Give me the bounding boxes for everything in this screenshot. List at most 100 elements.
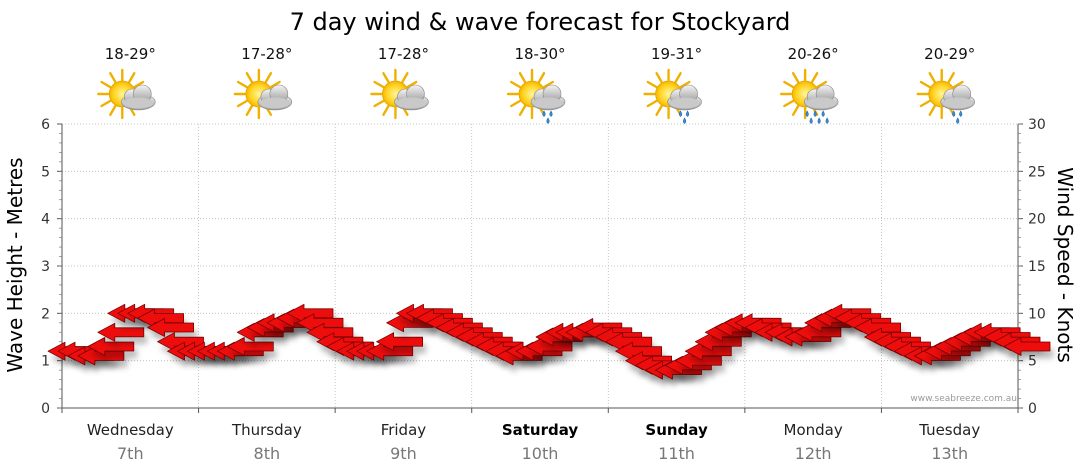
rain-drop: [813, 110, 817, 117]
chart-title: 7 day wind & wave forecast for Stockyard: [290, 8, 791, 36]
rain-icon: [779, 68, 839, 124]
cloud-fill: [942, 97, 973, 109]
sun-ray: [373, 80, 385, 89]
partly-cloudy-icon: [370, 68, 429, 120]
day-name: Thursday: [231, 421, 302, 439]
sun-ray: [783, 99, 795, 108]
left-tick-label: 5: [41, 164, 50, 180]
sun-ray: [655, 104, 663, 116]
sun-ray: [236, 99, 248, 108]
rain-drop: [542, 110, 546, 117]
cloud-shape: [667, 84, 702, 111]
sun-ray: [791, 72, 800, 84]
sun-ray: [952, 80, 964, 89]
sun-ray: [406, 80, 418, 89]
day-date: 11th: [658, 444, 695, 463]
rain-drop: [821, 110, 825, 117]
cloud-fill: [533, 97, 563, 109]
showers-icon: [506, 68, 566, 124]
cloud-fill: [806, 97, 837, 109]
left-axis: 0 1 2 3 4 5 6: [41, 117, 63, 417]
left-tick-label: 2: [41, 306, 50, 322]
day-name: Sunday: [645, 421, 708, 439]
sun-ray: [109, 72, 117, 84]
rain-drop: [952, 110, 956, 117]
day-date: 12th: [795, 444, 832, 463]
day-temperature: 20-29°: [924, 45, 975, 63]
left-axis-label: Wave Height - Metres: [3, 157, 27, 372]
chart-grid: [61, 123, 1019, 413]
day-name: Monday: [784, 421, 843, 439]
right-axis: 0 5 10 15 20 25 30: [1017, 117, 1046, 417]
day-temperature: 17-28°: [241, 45, 292, 63]
rain-drop: [683, 117, 687, 124]
sun-ray: [919, 80, 931, 89]
sun-ray: [542, 80, 554, 89]
day-date: 10th: [522, 444, 559, 463]
wind-arrow-shape: [97, 322, 145, 342]
day-date: 9th: [390, 444, 417, 463]
sun-ray: [646, 80, 658, 89]
sun-ray: [791, 104, 800, 116]
rain-drop: [546, 117, 550, 124]
wind-arrow: [226, 337, 274, 356]
sun-ray: [100, 80, 112, 89]
sun-ray: [100, 99, 112, 108]
cloud-fill: [669, 97, 700, 109]
day-name: Saturday: [502, 421, 579, 439]
wind-arrow: [87, 337, 135, 356]
day-date: 13th: [931, 444, 968, 463]
sun-ray: [655, 72, 663, 84]
cloud-shape: [803, 84, 839, 111]
rain-drop: [956, 117, 960, 124]
sun-ray: [810, 72, 819, 84]
sun-ray: [947, 72, 955, 84]
sun-ray: [373, 99, 385, 108]
wind-arrow: [147, 318, 195, 337]
day-date: 8th: [254, 444, 281, 463]
left-tick-label: 4: [41, 212, 50, 228]
partly-cloudy-icon: [233, 68, 293, 120]
partly-cloudy-icon: [97, 68, 156, 120]
day-labels: Wednesday 7th Thursday 8th Friday 9th Saturday…: [87, 421, 980, 463]
sun-ray: [919, 99, 931, 108]
showers-icon: [916, 68, 976, 124]
wind-arrow-series: [47, 303, 1051, 380]
wind-arrow: [1003, 337, 1051, 356]
day-temperature: 19-31°: [651, 45, 702, 63]
rain-drop: [825, 117, 829, 124]
sun-ray: [510, 99, 522, 108]
cloud-shape: [530, 84, 566, 111]
rain-drop: [686, 110, 690, 117]
rain-drop: [809, 117, 813, 124]
day-name: Wednesday: [87, 421, 174, 439]
sun-ray: [783, 80, 795, 89]
day-name: Tuesday: [918, 421, 980, 439]
wind-arrow-shape: [87, 337, 135, 356]
sun-ray: [382, 104, 390, 116]
sun-ray: [646, 99, 658, 108]
sun-ray: [269, 80, 281, 89]
cloud-shape: [394, 84, 429, 111]
sun-ray: [133, 80, 145, 89]
sun-ray: [128, 72, 136, 84]
sun-ray: [518, 72, 527, 84]
sun-ray: [816, 80, 828, 89]
day-temperature: 18-29°: [105, 45, 156, 63]
sun-ray: [401, 72, 409, 84]
credit-label: www.seabreeze.com.au: [910, 394, 1017, 404]
sun-ray: [510, 80, 522, 89]
sun-ray: [928, 104, 936, 116]
sun-ray: [236, 80, 248, 89]
left-tick-label: 6: [41, 117, 50, 133]
sun-ray: [679, 80, 691, 89]
day-temperature: 20-26°: [788, 45, 839, 63]
rain-drop: [679, 110, 683, 117]
rain-drop: [805, 110, 809, 117]
right-tick-label: 5: [1028, 354, 1037, 370]
right-axis-label: Wind Speed - Knots: [1053, 167, 1077, 363]
right-tick-label: 20: [1028, 212, 1046, 228]
left-tick-label: 1: [41, 354, 50, 370]
sun-ray: [109, 104, 117, 116]
